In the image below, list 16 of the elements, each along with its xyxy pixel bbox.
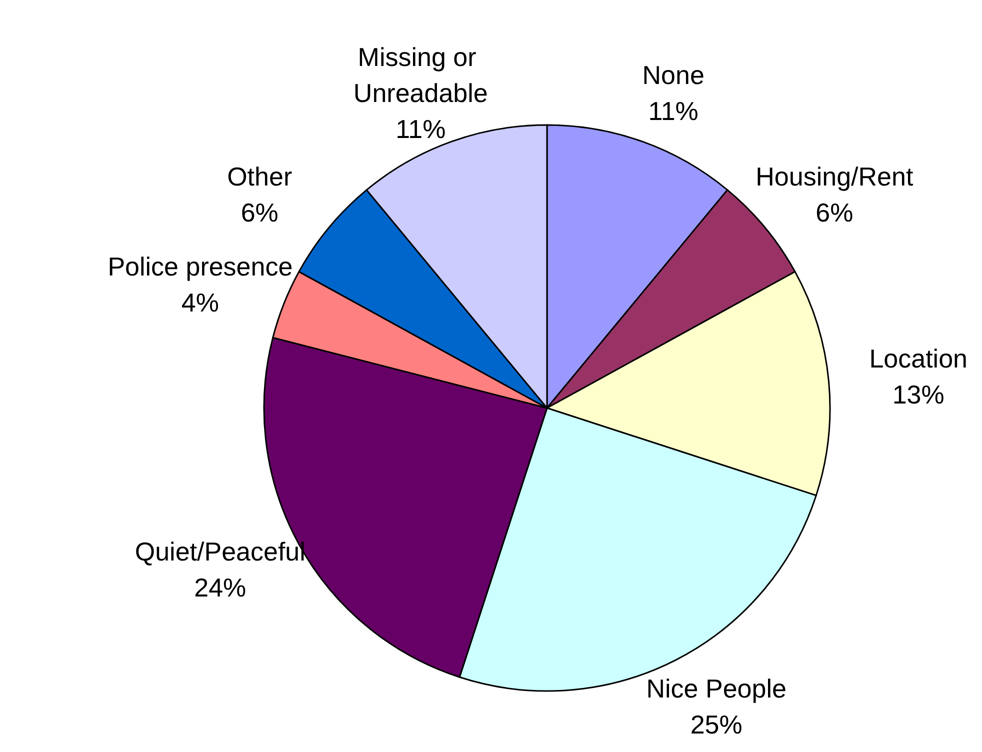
data-label: 4%	[181, 288, 219, 318]
data-label: 25%	[690, 709, 742, 740]
data-label: 6%	[816, 197, 854, 228]
slice-label: Missing or Unreadable	[353, 42, 488, 108]
data-label: 24%	[194, 572, 246, 602]
slice-label: Police presence	[108, 252, 293, 282]
slice-label: Nice People	[646, 673, 786, 704]
slice-label: Housing/Rent	[756, 161, 914, 192]
slice-label: None	[642, 60, 704, 90]
slice-label: Location	[869, 343, 968, 374]
data-label: 11%	[648, 96, 698, 126]
slice-label: Quiet/Peaceful	[134, 536, 306, 566]
data-label: 11%	[396, 114, 446, 144]
slice-label: Other	[227, 161, 292, 192]
data-label: 13%	[892, 379, 944, 410]
data-label: 6%	[240, 197, 278, 228]
